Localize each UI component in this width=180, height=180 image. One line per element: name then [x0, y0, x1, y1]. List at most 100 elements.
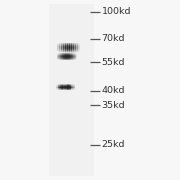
Bar — [72, 54, 73, 55]
Text: 100kd: 100kd — [102, 7, 131, 16]
Bar — [62, 56, 63, 57]
Bar — [72, 46, 73, 47]
Bar — [61, 86, 62, 87]
Bar — [67, 54, 68, 55]
Bar — [65, 50, 66, 51]
Bar — [64, 43, 65, 44]
Bar — [61, 55, 62, 56]
Bar — [65, 48, 66, 49]
Bar — [67, 45, 68, 46]
Bar — [63, 85, 64, 86]
Bar — [64, 58, 65, 59]
Bar — [70, 58, 71, 59]
Bar — [73, 88, 74, 89]
Bar — [59, 50, 60, 51]
Bar — [64, 89, 65, 90]
Bar — [62, 54, 63, 55]
Bar — [58, 85, 59, 86]
Bar — [71, 49, 72, 50]
Bar — [60, 84, 61, 85]
Bar — [66, 88, 67, 89]
Bar — [61, 54, 62, 55]
Bar — [60, 53, 61, 54]
Bar — [60, 59, 61, 60]
Bar — [67, 49, 68, 50]
Bar — [73, 86, 74, 87]
Bar — [60, 43, 61, 44]
Bar — [75, 56, 76, 57]
Bar — [73, 43, 74, 44]
Bar — [58, 46, 59, 47]
Bar — [66, 43, 67, 44]
Bar — [62, 55, 63, 56]
Bar — [64, 52, 65, 53]
Bar — [65, 58, 66, 59]
Bar — [57, 47, 58, 48]
Bar — [70, 52, 71, 53]
Bar — [61, 58, 62, 59]
Bar — [59, 48, 60, 49]
Bar — [77, 46, 78, 47]
Bar — [68, 86, 69, 87]
Bar — [76, 56, 77, 57]
Bar — [73, 59, 74, 60]
Bar — [57, 54, 58, 55]
Bar — [63, 53, 64, 54]
Bar — [64, 58, 65, 59]
Bar — [61, 58, 62, 59]
Bar — [59, 89, 60, 90]
Bar — [69, 54, 70, 55]
Bar — [61, 47, 62, 48]
Bar — [63, 89, 64, 90]
Bar — [75, 42, 76, 43]
Bar — [64, 55, 65, 56]
Bar — [66, 89, 67, 90]
Bar — [66, 47, 67, 48]
Bar — [58, 84, 59, 85]
Bar — [57, 55, 58, 56]
Bar — [67, 88, 68, 89]
Bar — [76, 47, 77, 48]
Bar — [77, 43, 78, 44]
Bar — [64, 86, 65, 87]
Bar — [73, 44, 74, 45]
Bar — [61, 49, 62, 50]
Bar — [73, 57, 74, 58]
Bar — [73, 53, 74, 54]
Bar — [73, 54, 74, 55]
Bar — [70, 58, 71, 59]
Bar — [68, 85, 69, 86]
Bar — [75, 56, 76, 57]
Bar — [70, 55, 71, 56]
Bar — [66, 84, 67, 85]
Bar — [70, 43, 71, 44]
Bar — [60, 46, 61, 47]
Bar — [77, 49, 78, 50]
Bar — [67, 44, 68, 45]
Bar — [75, 55, 76, 56]
Bar — [75, 57, 76, 58]
Bar — [71, 55, 72, 56]
Bar — [75, 54, 76, 55]
Bar — [65, 89, 66, 90]
Bar — [67, 50, 68, 51]
Bar — [69, 55, 70, 56]
Bar — [63, 84, 64, 85]
Bar — [62, 88, 63, 89]
Bar — [57, 48, 58, 49]
Bar — [69, 86, 70, 87]
Bar — [64, 53, 65, 54]
Bar — [75, 55, 76, 56]
Bar — [74, 54, 75, 55]
Bar — [61, 46, 62, 47]
Bar — [58, 58, 59, 59]
Bar — [67, 58, 68, 59]
Bar — [65, 45, 66, 46]
Bar — [60, 59, 61, 60]
Bar — [74, 86, 75, 87]
Bar — [67, 85, 68, 86]
Bar — [70, 86, 71, 87]
Bar — [69, 48, 70, 49]
Bar — [59, 54, 60, 55]
Bar — [60, 42, 61, 43]
